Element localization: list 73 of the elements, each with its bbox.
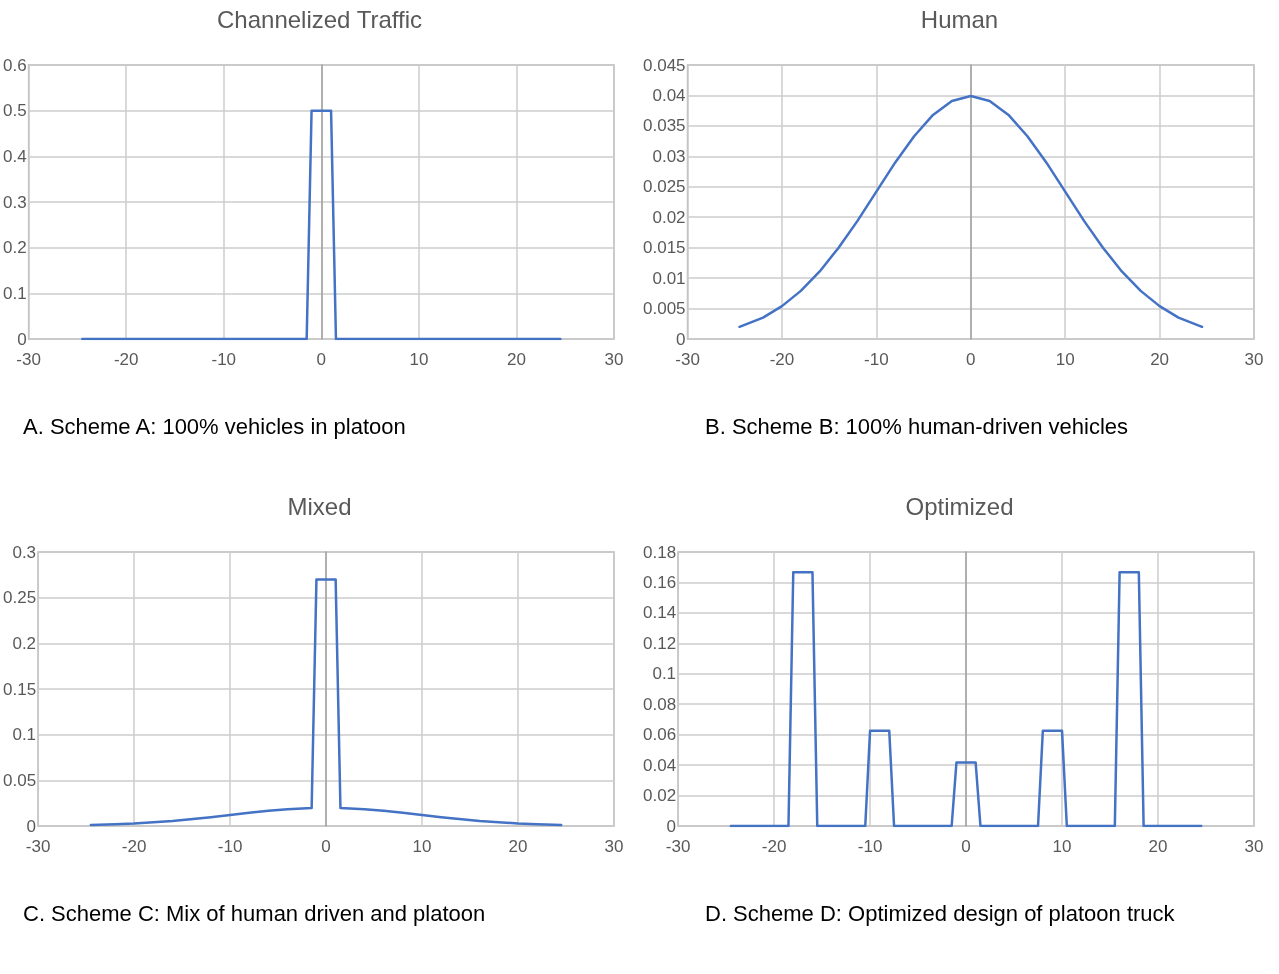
y-tick-label: 0.02 <box>652 207 686 227</box>
y-tick-label: 0.1 <box>652 664 677 684</box>
chart-title: Mixed <box>287 492 352 520</box>
y-tick-label: 0.035 <box>642 116 686 136</box>
x-tick-label: 10 <box>1055 350 1075 369</box>
y-tick-label: 0.4 <box>2 146 27 166</box>
y-tick-label: 0.08 <box>642 694 677 714</box>
y-tick-label: 0.1 <box>12 725 37 745</box>
x-tick-label: -20 <box>121 837 147 856</box>
y-tick-label: 0.05 <box>2 770 37 790</box>
y-tick-label: 0.14 <box>642 603 677 623</box>
y-tick-label: 0.015 <box>642 238 686 258</box>
x-tick-label: 0 <box>321 837 331 856</box>
x-tick-label: -30 <box>16 350 41 369</box>
y-tick-label: 0.5 <box>2 101 27 121</box>
x-tick-label: 30 <box>1244 350 1264 369</box>
y-tick-label: 0.3 <box>2 192 27 212</box>
y-tick-label: 0.2 <box>2 238 27 258</box>
x-tick-label: 30 <box>1244 837 1264 856</box>
x-tick-label: 0 <box>961 837 971 856</box>
x-tick-label: -10 <box>211 350 237 369</box>
text: C. Scheme C: Mix of human driven and platoon <box>23 900 486 926</box>
text: D. Scheme D: Optimized design of platoon truck <box>705 900 1176 926</box>
x-tick-label: 0 <box>316 350 327 369</box>
x-tick-label: -30 <box>675 350 700 369</box>
x-tick-label: 20 <box>1150 350 1170 369</box>
y-tick-label: 0.03 <box>652 146 686 166</box>
y-tick-label: 0.025 <box>642 177 686 197</box>
x-tick-label: -20 <box>769 350 795 369</box>
x-tick-label: -10 <box>217 837 243 856</box>
y-tick-label: 0.3 <box>12 542 37 562</box>
chart-title: Optimized <box>905 492 1014 520</box>
y-tick-label: 0.04 <box>642 755 677 775</box>
text: A. Scheme A: 100% vehicles in platoon <box>23 413 406 439</box>
x-tick-label: 0 <box>966 350 976 369</box>
x-tick-label: 10 <box>409 350 429 369</box>
x-tick-label: 20 <box>1148 837 1168 856</box>
x-tick-label: -20 <box>113 350 139 369</box>
line-series <box>89 578 563 827</box>
y-tick-label: 0.04 <box>652 85 686 105</box>
y-tick-label: 0.2 <box>12 633 37 653</box>
y-tick-label: 0.16 <box>642 572 677 592</box>
y-tick-label: 0.1 <box>2 283 27 303</box>
x-tick-label: -10 <box>857 837 883 856</box>
y-tick-label: 0.01 <box>652 268 686 288</box>
line-series <box>738 94 1204 329</box>
x-tick-label: 20 <box>506 350 526 369</box>
x-tick-label: 30 <box>604 350 624 369</box>
x-tick-label: -30 <box>25 837 51 856</box>
y-tick-label: 0.02 <box>642 786 677 806</box>
y-tick-label: 0.12 <box>642 633 677 653</box>
x-tick-label: -30 <box>665 837 691 856</box>
text: B. Scheme B: 100% human-driven vehicles <box>705 413 1129 439</box>
y-tick-label: 0.06 <box>642 725 677 745</box>
y-tick-label: 0.045 <box>642 55 686 75</box>
y-tick-label: 0.6 <box>2 55 27 75</box>
y-tick-label: 0.005 <box>642 299 686 319</box>
y-tick-label: 0 <box>26 816 37 836</box>
x-tick-label: 10 <box>412 837 432 856</box>
x-tick-label: 10 <box>1052 837 1072 856</box>
y-tick-label: 0.25 <box>2 588 37 608</box>
y-tick-label: 0 <box>17 329 27 349</box>
y-tick-label: 0.15 <box>2 679 37 699</box>
x-tick-label: 30 <box>604 837 624 856</box>
y-tick-label: 0 <box>666 816 677 836</box>
chart-title: Channelized Traffic <box>216 5 423 33</box>
y-tick-label: 0 <box>676 329 686 349</box>
x-tick-label: -10 <box>864 350 889 369</box>
chart-title: Human <box>920 5 999 33</box>
line-series <box>729 571 1203 828</box>
x-tick-label: -20 <box>761 837 787 856</box>
y-tick-label: 0.18 <box>642 542 677 562</box>
x-tick-label: 20 <box>508 837 528 856</box>
